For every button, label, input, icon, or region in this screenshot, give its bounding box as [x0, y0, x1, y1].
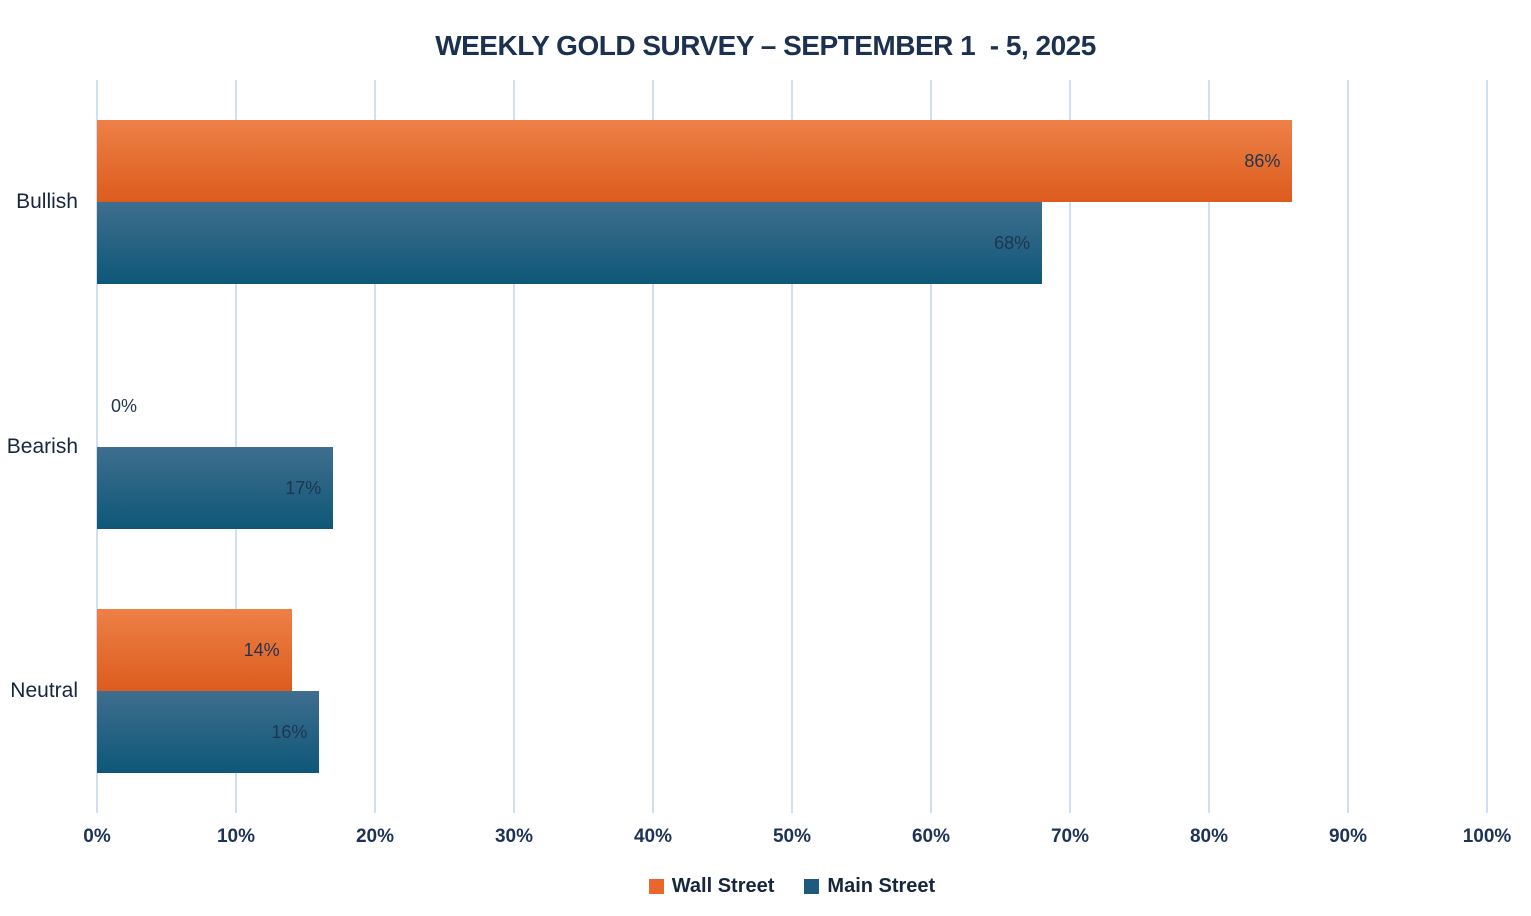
x-tick-label: 60%	[911, 826, 951, 847]
x-tick-label: 0%	[83, 826, 111, 847]
gridline	[1486, 80, 1488, 813]
gridline	[652, 80, 654, 813]
gridline	[930, 80, 932, 813]
legend-swatch-icon	[648, 878, 664, 894]
legend-item-wall-street: Wall Street	[648, 874, 775, 898]
x-tick-label: 80%	[1189, 826, 1229, 847]
gridline	[1208, 80, 1210, 813]
bar-main-street-bullish	[97, 202, 1043, 285]
value-label: 0%	[111, 395, 138, 416]
category-axis: Bullish Bearish Neutral	[0, 80, 80, 813]
legend-swatch-icon	[804, 878, 820, 894]
legend-label: Wall Street	[671, 874, 775, 897]
value-label: 68%	[994, 233, 1031, 254]
x-tick-label: 100%	[1462, 826, 1512, 847]
chart-title: WEEKLY GOLD SURVEY – SEPTEMBER 1 - 5, 20…	[435, 30, 1096, 61]
x-tick-label: 20%	[355, 826, 395, 847]
x-tick-label: 10%	[216, 826, 256, 847]
gridline	[1069, 80, 1071, 813]
x-tick-label: 50%	[772, 826, 812, 847]
value-label: 14%	[243, 639, 280, 660]
gridline	[791, 80, 793, 813]
bar-wall-street-neutral	[97, 608, 292, 691]
category-label: Neutral	[10, 678, 78, 702]
bar-wall-street-bullish	[97, 120, 1293, 203]
value-label: 17%	[285, 477, 322, 498]
value-label: 16%	[271, 721, 308, 742]
value-label: 86%	[1244, 151, 1281, 172]
legend-item-main-street: Main Street	[804, 875, 935, 898]
gridline	[513, 80, 515, 813]
x-tick-label: 70%	[1050, 826, 1090, 847]
bar-main-street-bearish	[97, 446, 334, 529]
plot-area: 86% 68% 0% 17% 14% 16%	[96, 80, 1488, 813]
legend: Wall Street Main Street	[97, 870, 1487, 902]
gridline	[374, 80, 376, 813]
category-label: Bullish	[16, 190, 78, 214]
x-tick-label: 30%	[494, 826, 534, 847]
bar-main-street-neutral	[97, 690, 320, 773]
x-tick-label: 40%	[633, 826, 673, 847]
category-label: Bearish	[6, 434, 78, 458]
legend-label: Main Street	[827, 874, 936, 897]
x-axis: 0% 10% 20% 30% 40% 50% 60% 70% 80% 90% 100%	[83, 813, 1511, 853]
gridline	[1347, 80, 1349, 813]
x-tick-label: 90%	[1328, 826, 1368, 847]
